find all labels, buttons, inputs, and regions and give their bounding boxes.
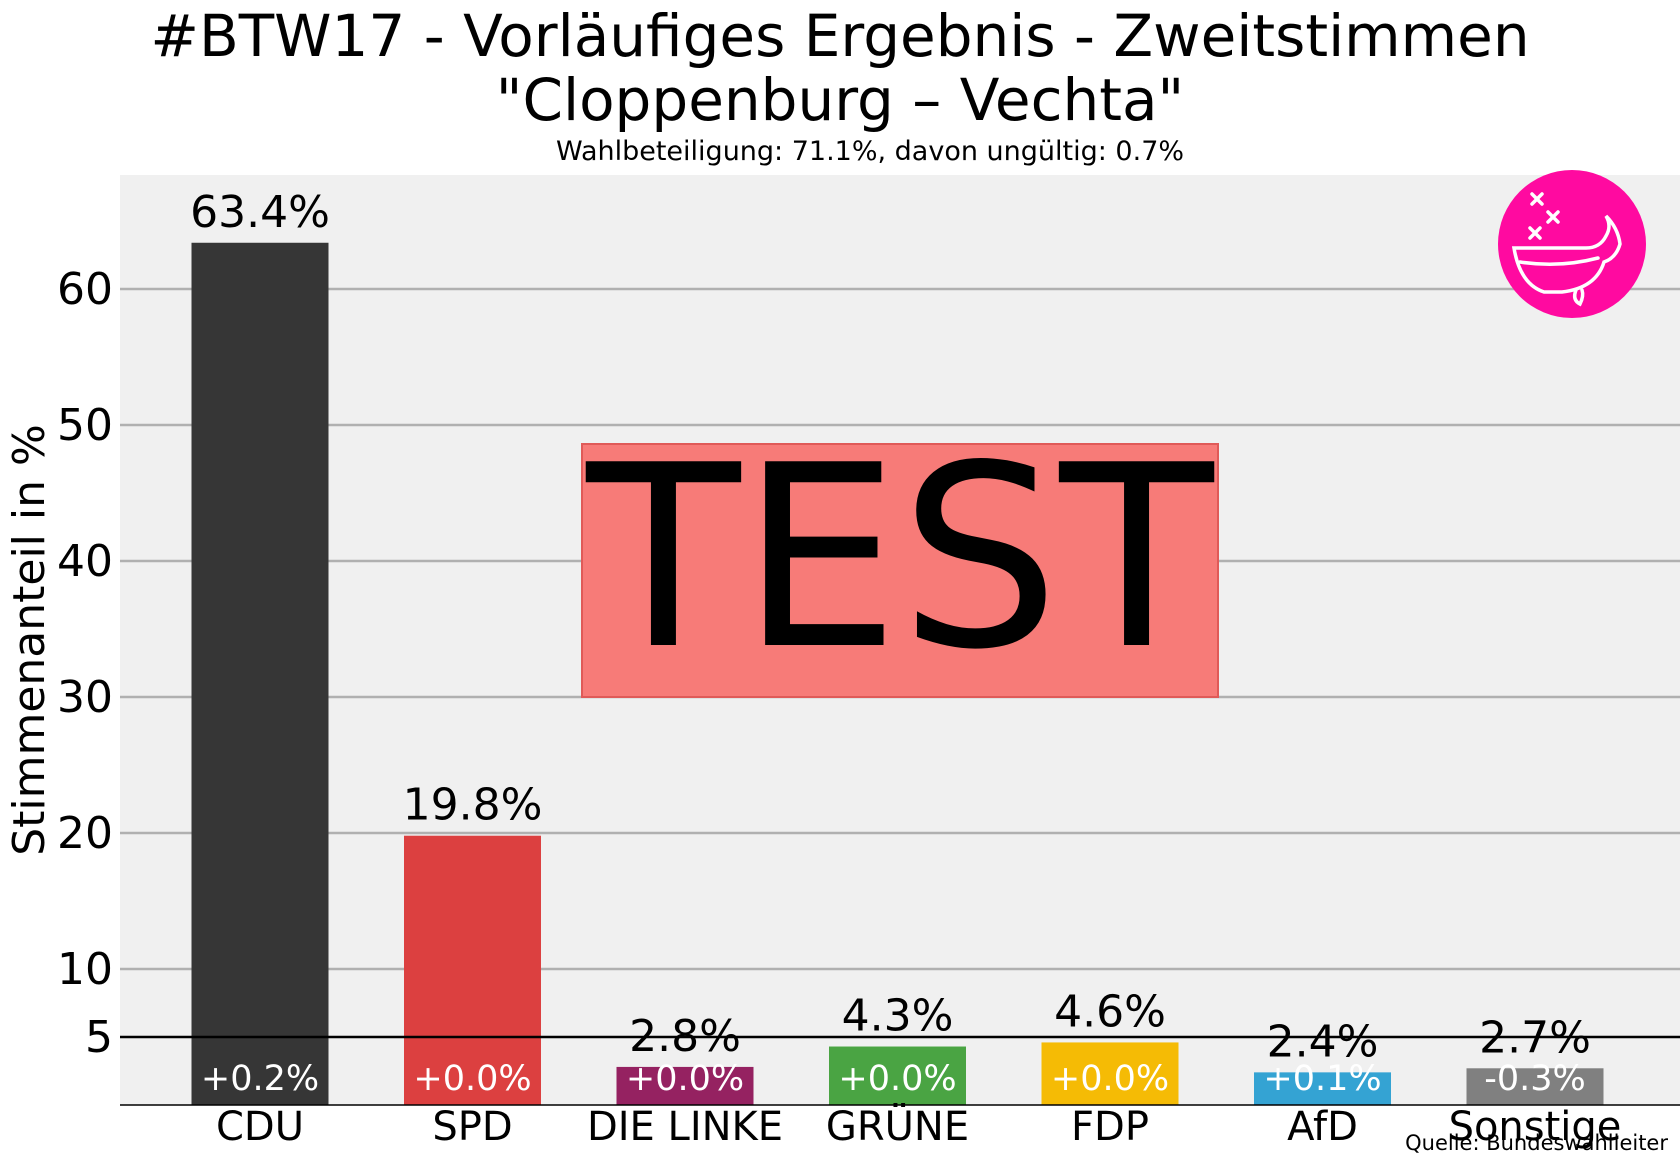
change-labels: +0.2% +0.0% +0.0% +0.0% +0.0% +0.1% -0.3% bbox=[201, 1059, 1586, 1099]
bar-spd bbox=[404, 835, 541, 1105]
value-label: 2.7% bbox=[1479, 1012, 1591, 1063]
x-tick-label: CDU bbox=[216, 1104, 304, 1150]
y-tick-label: 20 bbox=[57, 808, 113, 859]
value-label: 4.6% bbox=[1054, 986, 1166, 1037]
watermark-box bbox=[581, 443, 1219, 698]
title-line-1: #BTW17 - Vorläufiges Ergebnis - Zweitsti… bbox=[150, 2, 1530, 70]
value-label: 63.4% bbox=[190, 187, 330, 238]
x-tick-label: SPD bbox=[432, 1104, 512, 1150]
x-tick-label: DIE LINKE bbox=[587, 1104, 783, 1150]
bar-afd bbox=[1254, 1072, 1391, 1105]
y-tick-label: 5 bbox=[85, 1012, 113, 1063]
change-label: +0.0% bbox=[413, 1059, 531, 1099]
value-labels: 63.4% 19.8% 2.8% 4.3% 4.6% 2.4% 2.7% bbox=[190, 187, 1591, 1068]
x-tick-label: FDP bbox=[1071, 1104, 1149, 1150]
bars bbox=[191, 242, 1604, 1105]
y-axis-label: Stimmenanteil in % bbox=[4, 424, 55, 856]
y-tick-label: 10 bbox=[57, 944, 113, 995]
change-label: +0.0% bbox=[626, 1059, 744, 1099]
change-label: +0.0% bbox=[1051, 1059, 1169, 1099]
bar-gr-ne bbox=[829, 1046, 966, 1105]
title-line-2: "Cloppenburg – Vechta" bbox=[495, 66, 1185, 134]
change-label: +0.0% bbox=[838, 1059, 956, 1099]
bar-sonstige bbox=[1466, 1068, 1604, 1105]
x-tick-labels: CDU SPD DIE LINKE GRÜNE FDP AfD Sonstige bbox=[216, 1102, 1621, 1150]
change-label: +0.2% bbox=[201, 1059, 319, 1099]
value-label: 19.8% bbox=[403, 780, 543, 831]
change-label: -0.3% bbox=[1484, 1059, 1586, 1099]
y-tick-label: 60 bbox=[57, 264, 113, 315]
bar-die-linke bbox=[616, 1066, 754, 1105]
y-tick-labels: 5 10 20 30 40 50 60 bbox=[57, 264, 113, 1063]
y-tick-label: 50 bbox=[57, 400, 113, 451]
watermark-text: TEST bbox=[585, 412, 1214, 705]
chart-title: #BTW17 - Vorläufiges Ergebnis - Zweitsti… bbox=[0, 4, 1680, 132]
bar-cdu bbox=[191, 242, 329, 1105]
source-note: Quelle: Bundeswahlleiter bbox=[1405, 1131, 1668, 1155]
y-tick-label: 30 bbox=[57, 672, 113, 723]
logo-icon bbox=[1498, 170, 1646, 318]
x-tick-label: Sonstige bbox=[1449, 1104, 1622, 1150]
bar-fdp bbox=[1041, 1042, 1179, 1105]
y-tick-label: 40 bbox=[57, 536, 113, 587]
chart-subtitle: Wahlbeteiligung: 71.1%, davon ungültig: … bbox=[555, 136, 1185, 167]
value-label: 4.3% bbox=[842, 991, 954, 1042]
watermark: TEST bbox=[581, 412, 1219, 705]
x-tick-label: GRÜNE bbox=[826, 1102, 969, 1150]
value-label: 2.4% bbox=[1267, 1016, 1379, 1067]
x-tick-label: AfD bbox=[1287, 1104, 1358, 1150]
gridlines bbox=[120, 287, 1680, 971]
change-label: +0.1% bbox=[1263, 1059, 1381, 1099]
value-label: 2.8% bbox=[629, 1011, 741, 1062]
